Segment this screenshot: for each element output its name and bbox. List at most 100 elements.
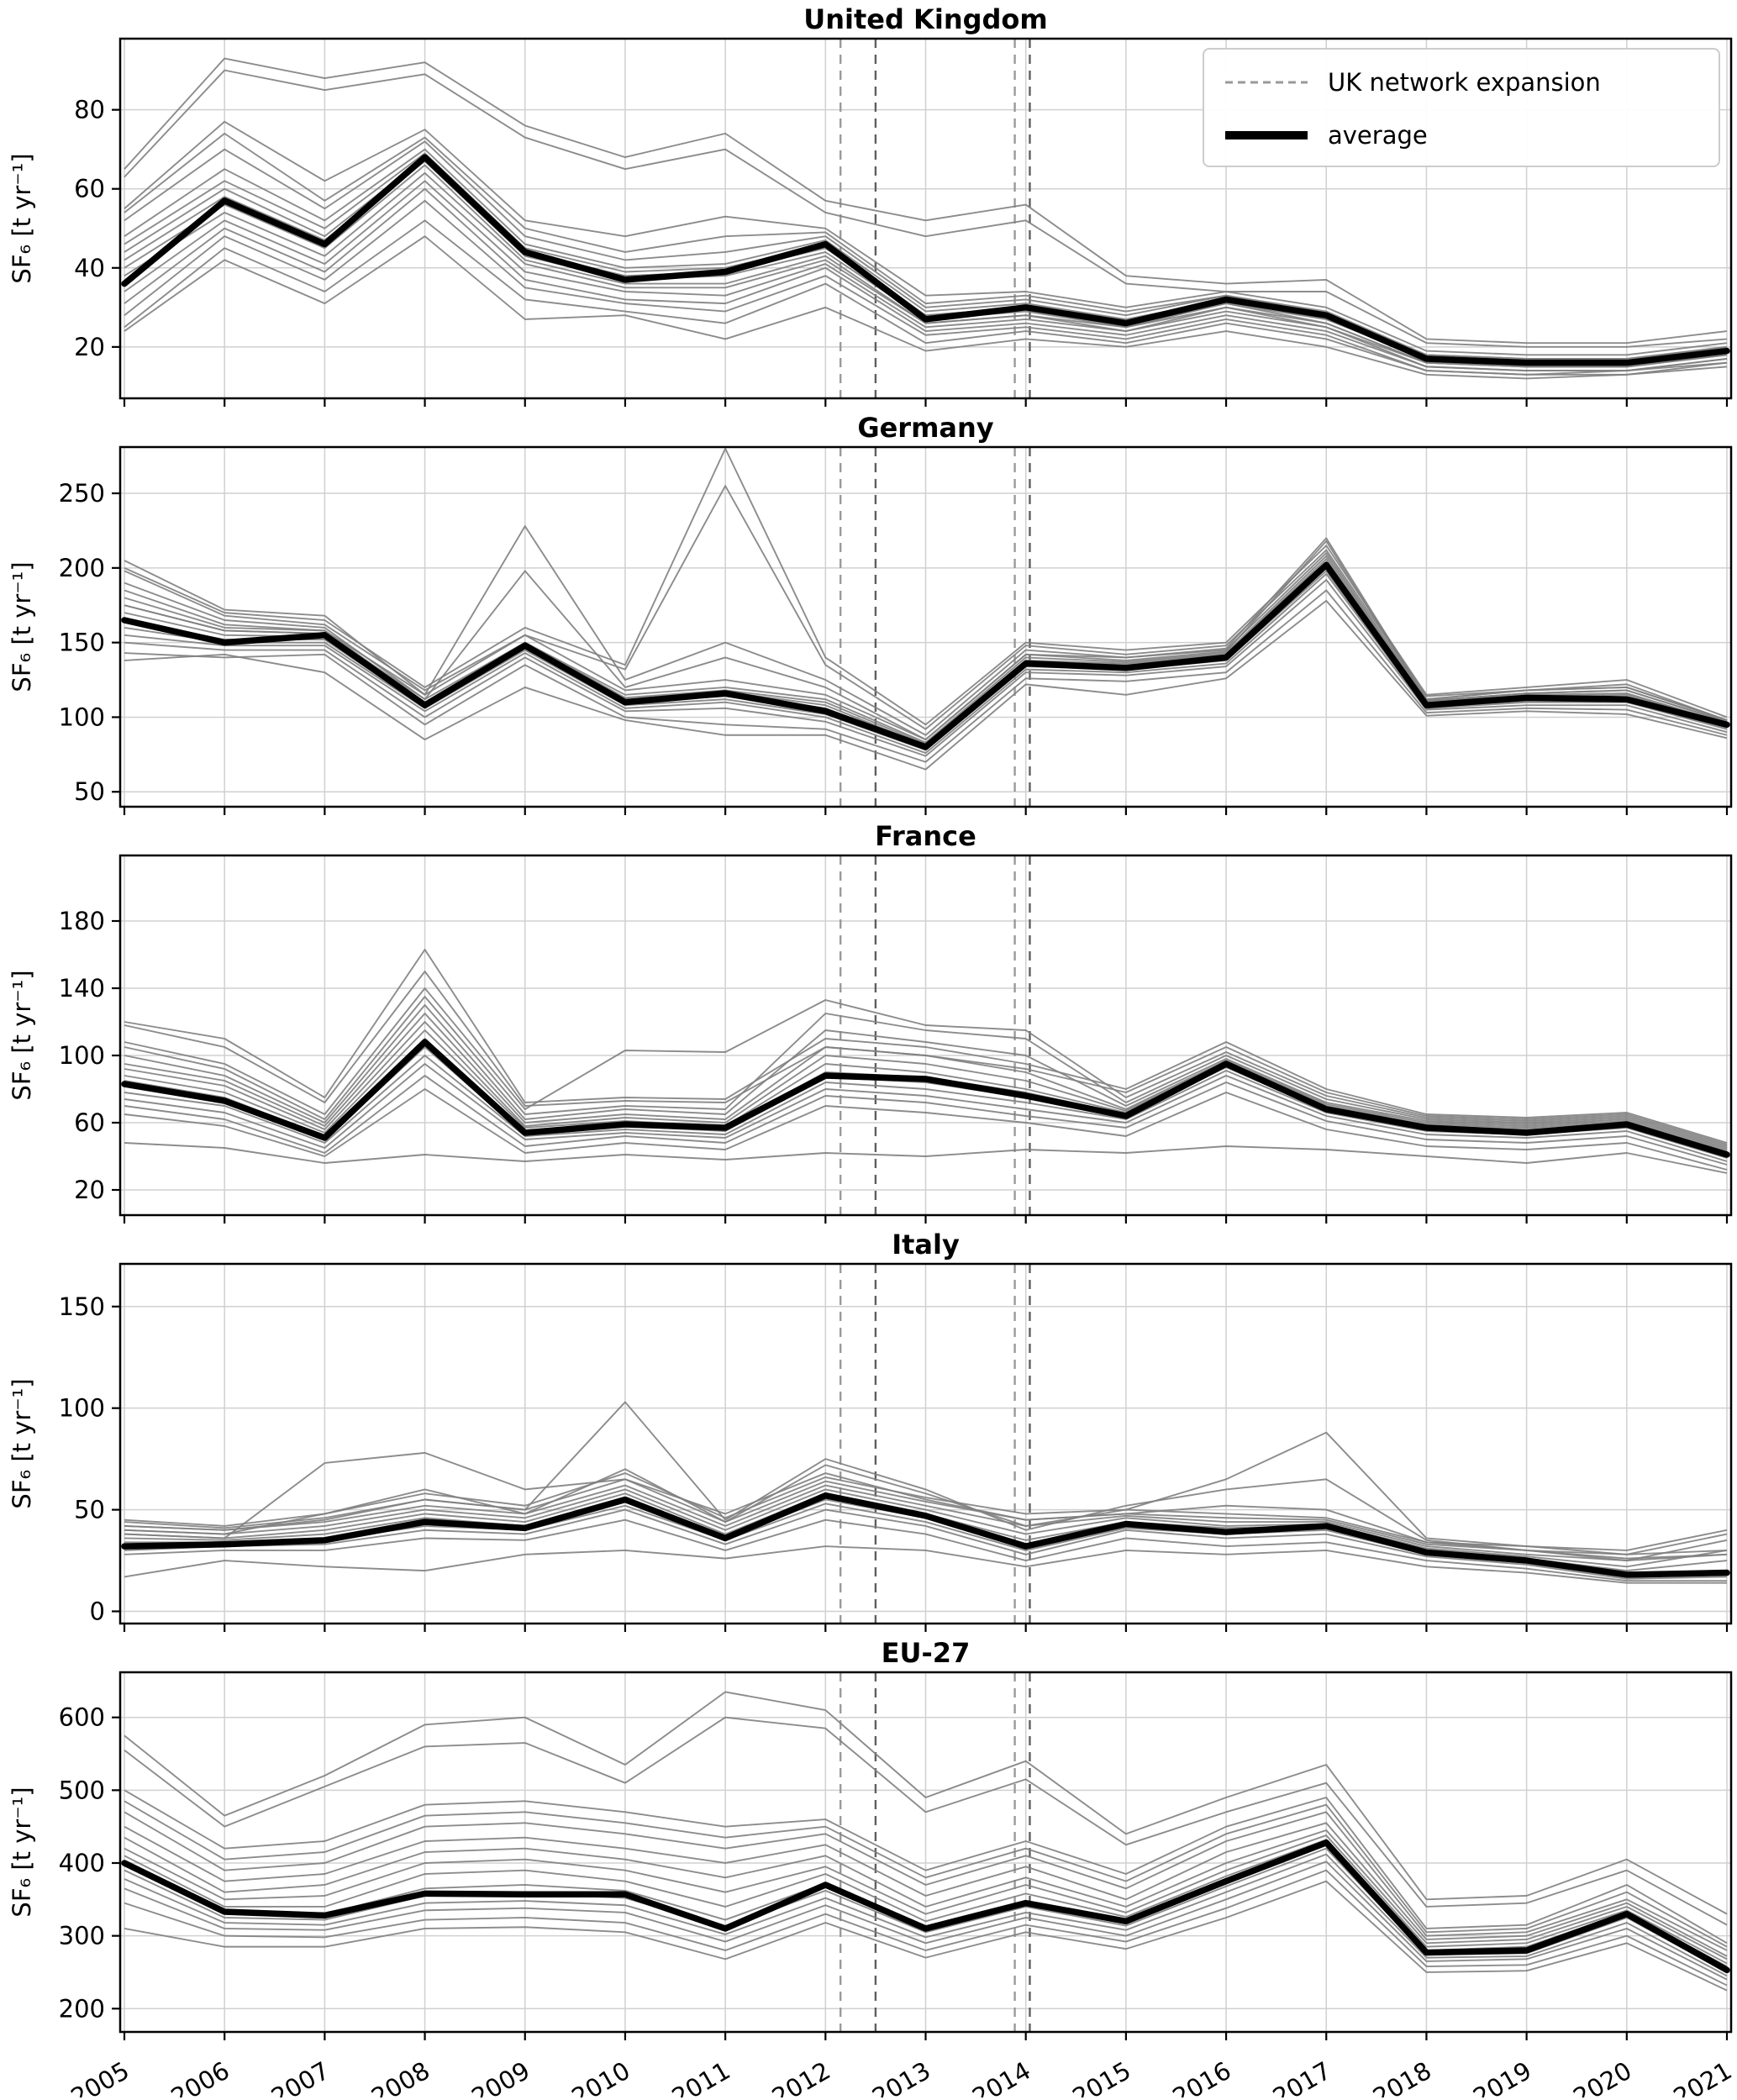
panel-eu-27: 200 300 400 500 600 SF₆ [t yr⁻¹] EU-27 2005 2006…: [0, 1634, 1737, 2097]
member-line: [124, 1063, 1728, 1162]
member-line: [124, 57, 1728, 345]
member-line: [124, 1451, 1728, 1560]
member-line: [124, 1484, 1728, 1561]
y-tick-label: 600: [59, 1703, 105, 1732]
member-line: [124, 1431, 1728, 1555]
member-line: [124, 1545, 1727, 1584]
y-tick-label: 60: [74, 1108, 105, 1137]
member-line: [124, 987, 1728, 1147]
axis-ticks: [112, 1305, 1729, 1632]
y-tick-label: 100: [59, 1041, 105, 1070]
panel-title: EU-27: [882, 1637, 971, 1669]
axis-ticks: [112, 108, 1729, 407]
y-axis-label: SF₆ [t yr⁻¹]: [8, 153, 36, 283]
chart-united-kingdom: 20 40 60 80 SF₆ [t yr⁻¹] United Kingdom UK net…: [0, 0, 1737, 408]
member-line: [124, 1478, 1728, 1555]
uk-network-expansion-vlines: [839, 447, 1031, 807]
y-tick-labels: 20 60 100 140 180: [59, 907, 105, 1204]
gridlines: [120, 1264, 1731, 1624]
y-axis-label: SF₆ [t yr⁻¹]: [8, 970, 36, 1100]
y-tick-label: 100: [59, 703, 105, 731]
y-tick-label: 300: [59, 1922, 105, 1950]
y-tick-labels: 20 40 60 80: [74, 96, 105, 361]
member-lines: [124, 949, 1728, 1174]
member-line: [124, 1789, 1728, 1945]
gridlines: [120, 855, 1731, 1215]
member-line: [124, 552, 1728, 741]
member-line: [124, 69, 1728, 348]
axis-ticks: [112, 492, 1729, 815]
y-tick-label: 100: [59, 1394, 105, 1423]
chart-background: [0, 408, 1737, 817]
panel-title: United Kingdom: [803, 3, 1047, 35]
chart-germany: 50 100 150 200 250 SF₆ [t yr⁻¹] Germany: [0, 408, 1737, 817]
y-tick-label: 20: [74, 1176, 105, 1204]
member-line: [124, 1472, 1728, 1551]
member-line: [124, 187, 1728, 372]
legend-box: [1203, 48, 1720, 167]
member-line: [124, 235, 1728, 380]
member-line: [124, 1142, 1728, 1174]
y-axis-label: SF₆ [t yr⁻¹]: [8, 1787, 36, 1917]
average-line: [121, 561, 1730, 750]
axis-ticks: [112, 919, 1729, 1224]
member-line: [124, 120, 1728, 356]
member-line: [124, 599, 1728, 771]
uk-network-expansion-vlines: [839, 1264, 1031, 1624]
uk-network-expansion-vlines: [839, 39, 1031, 398]
axis-ticks: [112, 1716, 1729, 2040]
chart-background: [0, 1634, 1737, 2097]
member-line: [124, 1518, 1727, 1582]
member-line: [124, 1488, 1728, 1568]
y-tick-label: 400: [59, 1849, 105, 1877]
panel-italy: 0 50 100 150 SF₆ [t yr⁻¹] Italy: [0, 1225, 1737, 1634]
member-line: [124, 1869, 1728, 1987]
y-tick-label: 40: [74, 254, 105, 282]
y-tick-label: 200: [59, 1994, 105, 2023]
member-line: [124, 1800, 1728, 1948]
member-line: [124, 573, 1728, 755]
average-line: [121, 154, 1730, 366]
member-line: [124, 1508, 1728, 1580]
member-line: [124, 1004, 1728, 1150]
y-tick-label: 50: [74, 777, 105, 806]
panel-title: Germany: [857, 412, 993, 444]
y-tick-label: 80: [74, 96, 105, 124]
legend: UK network expansion average: [1203, 48, 1720, 167]
member-line: [124, 1811, 1728, 1951]
panel-united-kingdom: 20 40 60 80 SF₆ [t yr⁻¹] United Kingdom UK net…: [0, 0, 1737, 408]
y-tick-labels: 0 50 100 150: [59, 1292, 105, 1626]
y-tick-label: 500: [59, 1776, 105, 1804]
gridlines: [120, 1672, 1731, 2032]
y-tick-label: 0: [90, 1597, 105, 1625]
y-axis-label: SF₆ [t yr⁻¹]: [8, 561, 36, 692]
y-tick-label: 180: [59, 907, 105, 935]
average-line: [121, 1839, 1730, 1974]
member-line: [124, 1013, 1728, 1152]
member-line: [124, 1075, 1728, 1166]
member-line: [124, 1716, 1728, 1926]
y-tick-label: 60: [74, 175, 105, 203]
member-line: [124, 589, 1728, 763]
y-tick-label: 200: [59, 554, 105, 582]
member-line: [124, 1021, 1728, 1154]
panel-france: 20 60 100 140 180 SF₆ [t yr⁻¹] France: [0, 817, 1737, 1225]
average-line: [121, 1039, 1730, 1158]
member-line: [124, 949, 1728, 1144]
y-tick-label: 140: [59, 974, 105, 1003]
panel-title: France: [875, 820, 976, 852]
member-line: [124, 1829, 1728, 1961]
uk-network-expansion-vlines: [839, 855, 1031, 1215]
member-line: [124, 1834, 1728, 1965]
y-tick-labels: 200 300 400 500 600: [59, 1703, 105, 2024]
member-line: [124, 1853, 1728, 1977]
member-line: [124, 1880, 1728, 1992]
member-line: [124, 447, 1728, 726]
member-line: [124, 1691, 1728, 1915]
y-tick-label: 20: [74, 333, 105, 361]
legend-label: UK network expansion: [1328, 68, 1601, 97]
legend-label: average: [1328, 121, 1428, 150]
y-tick-label: 150: [59, 1292, 105, 1321]
